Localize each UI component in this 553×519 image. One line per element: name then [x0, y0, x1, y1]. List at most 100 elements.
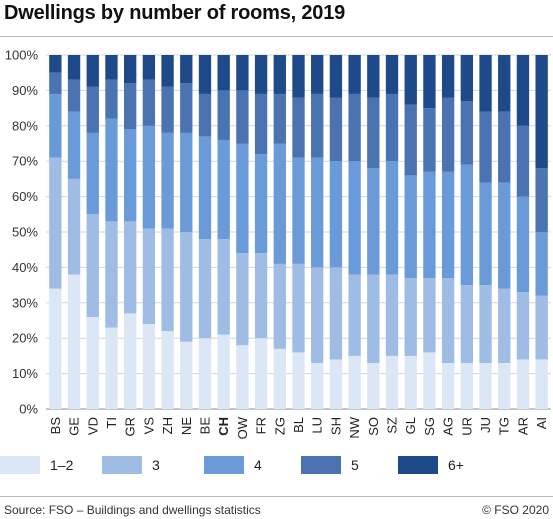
x-tick-label: FR: [254, 417, 269, 434]
bar-segment: [49, 72, 62, 94]
bar-segment: [123, 221, 137, 314]
bar-segment: [180, 341, 193, 409]
bar-segment: [535, 232, 548, 296]
bar-segment: [498, 182, 511, 289]
bar-segment: [460, 362, 474, 409]
bar-segment: [180, 232, 193, 342]
bar-segment: [460, 101, 474, 165]
title-divider: [0, 36, 553, 37]
bar-segment: [516, 292, 530, 360]
y-axis-tick-labels: 0% 10% 20% 30% 40% 50% 60% 70% 80% 90% 100%: [5, 48, 39, 417]
legend-swatch: [204, 456, 244, 474]
bar-segment: [404, 355, 417, 409]
x-tick-label: OW: [235, 416, 250, 439]
chart-title: Dwellings by number of rooms, 2019: [4, 2, 346, 24]
bar-segment: [385, 93, 399, 162]
bar-segment: [67, 79, 81, 112]
bar-segment: [423, 352, 436, 409]
legend-label: 4: [254, 457, 262, 473]
bar-segment: [254, 154, 268, 254]
bar-segment: [198, 55, 212, 94]
bar-segment: [329, 55, 343, 98]
bar-segment: [385, 55, 399, 94]
bar-segment: [86, 86, 99, 133]
bar-segment: [123, 83, 137, 130]
bar-segment: [254, 253, 268, 339]
bar-segment: [460, 55, 474, 102]
legend-swatch: [301, 456, 341, 474]
bar-segment: [498, 55, 511, 112]
x-tick-label: AI: [534, 417, 549, 429]
bar-segment: [105, 327, 118, 409]
bar-segment: [180, 132, 193, 232]
bar-segment: [479, 111, 492, 183]
bar-segment: [67, 55, 81, 80]
bar-segment: [67, 111, 81, 179]
bar-segment: [142, 228, 156, 325]
bar-segment: [273, 143, 286, 264]
bar-segment: [441, 55, 455, 98]
bar-segment: [516, 125, 530, 197]
x-tick-label: AG: [441, 417, 456, 436]
bar-segment: [180, 83, 193, 133]
footer-divider: [0, 496, 553, 497]
bar-segment: [479, 285, 492, 363]
bar-segment: [86, 316, 99, 409]
legend-label: 3: [152, 457, 160, 473]
legend-label: 5: [351, 457, 359, 473]
bar-segment: [404, 278, 417, 356]
x-tick-label: SH: [328, 417, 343, 435]
bar-segment: [161, 86, 174, 133]
bar-segment: [460, 164, 474, 286]
x-tick-label: AR: [515, 417, 530, 435]
y-tick-label: 90%: [12, 83, 38, 98]
bar-segment: [329, 267, 343, 360]
bar-segment: [254, 55, 268, 94]
y-tick-label: 50%: [12, 225, 38, 240]
bar-segment: [198, 338, 212, 409]
bar-segment: [236, 253, 249, 346]
legend-label: 1–2: [50, 457, 74, 473]
x-tick-label: VD: [85, 417, 100, 435]
bar-segment: [217, 239, 230, 335]
bar-segment: [516, 359, 530, 409]
bar-segment: [105, 55, 118, 80]
bar-segment: [198, 136, 212, 240]
bar-segment: [329, 97, 343, 162]
legend-label: 6+: [448, 457, 464, 473]
legend-item-1-2: 1–2: [0, 452, 73, 478]
bar-segment: [348, 161, 361, 275]
bar-segment: [348, 55, 361, 94]
x-tick-label: VS: [141, 417, 156, 435]
bar-segment: [273, 263, 286, 349]
bar-segment: [292, 97, 305, 158]
y-tick-label: 20%: [12, 331, 38, 346]
bar-segment: [217, 55, 230, 91]
x-tick-label: NE: [179, 417, 194, 435]
bar-segment: [292, 263, 305, 353]
bar-segment: [142, 79, 156, 126]
y-tick-label: 70%: [12, 154, 38, 169]
y-tick-label: 30%: [12, 295, 38, 310]
bar-segment: [498, 111, 511, 183]
y-tick-label: 100%: [5, 48, 39, 63]
bars: [49, 55, 548, 409]
x-tick-label: BS: [48, 417, 63, 435]
bar-segment: [236, 55, 249, 91]
bar-segment: [441, 278, 455, 363]
bar-segment: [123, 55, 137, 84]
legend-swatch: [102, 456, 142, 474]
bar-segment: [535, 295, 548, 360]
x-tick-label: SZ: [385, 417, 400, 434]
bar-segment: [86, 132, 99, 215]
legend: 1–2 3 4 5 6+: [0, 452, 553, 478]
bar-segment: [292, 352, 305, 409]
x-tick-label: GE: [67, 417, 82, 436]
y-tick-label: 60%: [12, 189, 38, 204]
bar-segment: [217, 90, 230, 140]
x-tick-label: BE: [197, 417, 212, 435]
y-tick-label: 80%: [12, 118, 38, 133]
bar-segment: [441, 171, 455, 279]
bar-segment: [105, 221, 118, 328]
stacked-bar-chart: 0% 10% 20% 30% 40% 50% 60% 70% 80% 90% 100% BS GE VD…: [5, 48, 551, 439]
